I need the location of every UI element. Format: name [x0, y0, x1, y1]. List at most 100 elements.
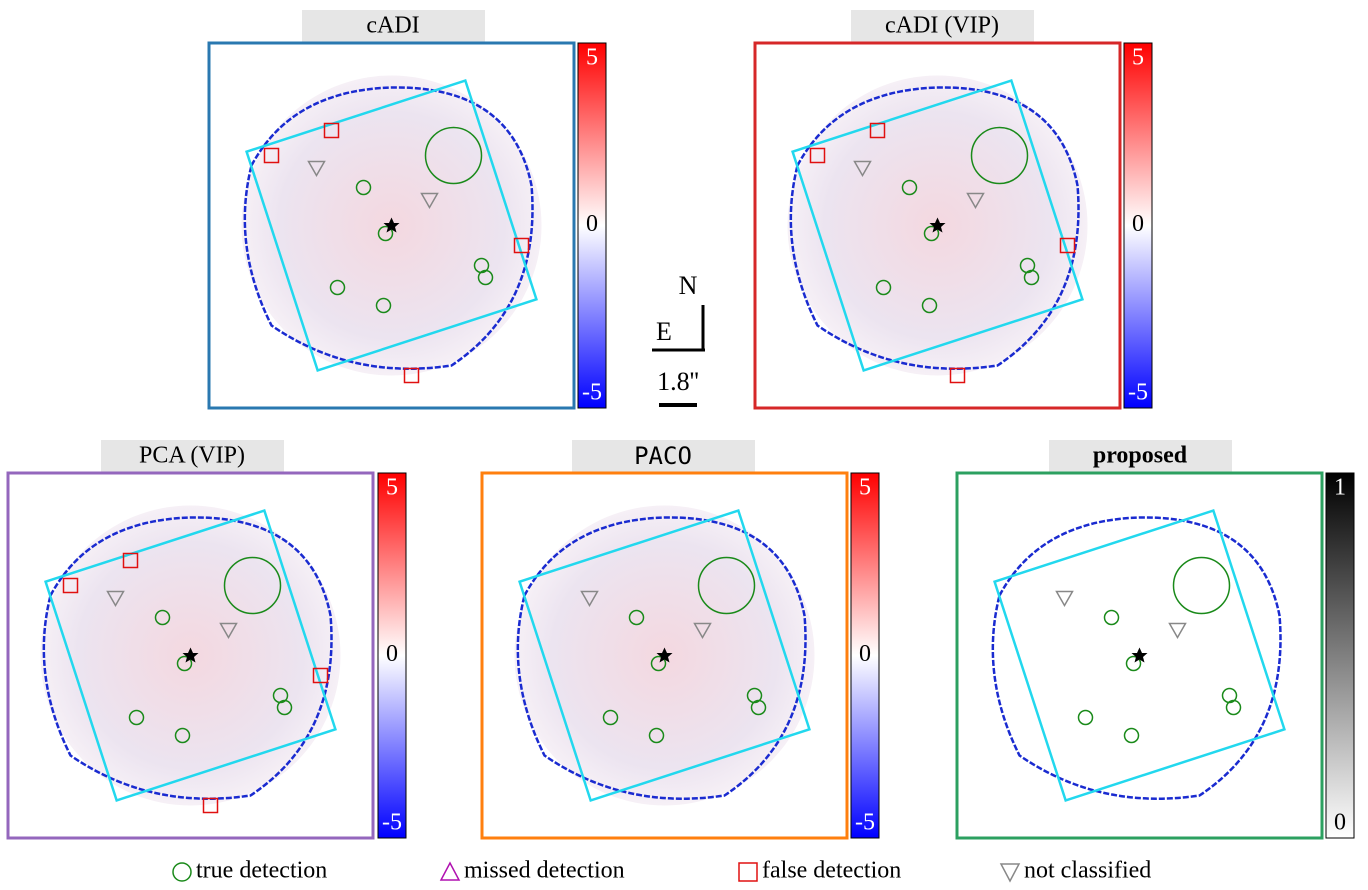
panel-title: proposed: [1093, 443, 1188, 469]
star: [656, 647, 673, 663]
panel-frame: [955, 471, 1324, 840]
star: [929, 217, 946, 233]
colorbar-label: 0: [386, 641, 398, 667]
title-box: [572, 440, 755, 472]
false-detection: [312, 667, 329, 684]
not-classified: [580, 590, 599, 608]
panel-title: PACO: [634, 442, 692, 470]
panel-frame: [207, 41, 576, 410]
true-detection: [875, 279, 892, 296]
panel: cADI (VIP) 5 0 -5: [753, 10, 1153, 410]
title-box: [851, 10, 1034, 42]
true-detection: [901, 179, 918, 196]
panel-title: PCA (VIP): [139, 443, 245, 469]
field-box: [44, 509, 337, 802]
not-classified: [106, 590, 125, 608]
true-detection: [1172, 556, 1231, 615]
true-detection: [276, 699, 293, 716]
star: [1131, 647, 1148, 663]
panel-title: cADI: [366, 13, 419, 39]
compass-north: N: [679, 271, 698, 300]
field-outline: [243, 86, 534, 370]
false-detection: [809, 147, 826, 164]
true-detection: [1023, 269, 1040, 286]
compass: N E 1.8'': [652, 271, 705, 407]
true-detection: [329, 279, 346, 296]
colorbar-label: 0: [1132, 211, 1144, 237]
colorbar: [577, 42, 607, 409]
title-box: [101, 440, 284, 472]
true-detection: [1123, 727, 1140, 744]
legend-symbol: [439, 861, 461, 881]
true-detection: [628, 609, 645, 626]
field-box: [518, 509, 811, 802]
true-detection: [223, 556, 282, 615]
not-classified: [219, 622, 238, 640]
true-detection: [921, 297, 938, 314]
star: [383, 217, 400, 233]
true-detection: [477, 269, 494, 286]
field-box: [993, 509, 1286, 802]
colorbar: [850, 472, 880, 839]
colorbar-label: 5: [859, 475, 871, 501]
true-detection: [377, 225, 394, 242]
not-classified: [307, 160, 326, 178]
true-detection: [174, 727, 191, 744]
legend-label: not classified: [1024, 858, 1151, 884]
true-detection: [602, 709, 619, 726]
colorbar: [1123, 42, 1153, 409]
colorbar-label: 0: [859, 641, 871, 667]
true-detection: [970, 126, 1029, 185]
false-detection: [263, 147, 280, 164]
true-detection: [375, 297, 392, 314]
title-box: [302, 10, 485, 42]
true-detection: [650, 655, 667, 672]
colorbar-label: 5: [386, 475, 398, 501]
colorbar: [377, 472, 407, 839]
title-box: [1049, 440, 1232, 472]
panel-title: cADI (VIP): [885, 13, 999, 39]
legend-label: missed detection: [464, 858, 625, 884]
legend-label: true detection: [196, 858, 327, 884]
legend-symbol: [172, 862, 192, 882]
colorbar-label: -5: [382, 810, 402, 836]
false-detection: [869, 122, 886, 139]
scale-label: 1.8'': [657, 367, 699, 396]
true-detection: [176, 655, 193, 672]
panel-frame: [480, 471, 849, 840]
legend-symbol: [738, 862, 758, 882]
legend-symbol: [999, 863, 1021, 883]
panel: cADI 5 0 -5: [207, 10, 607, 410]
field-box: [245, 79, 538, 372]
legend-label: false detection: [762, 858, 901, 884]
field-outline: [789, 86, 1080, 370]
field-outline: [42, 516, 333, 800]
true-detection: [154, 609, 171, 626]
colorbar-label: -5: [855, 810, 875, 836]
false-detection: [62, 577, 79, 594]
true-detection: [923, 225, 940, 242]
true-detection: [697, 556, 756, 615]
true-detection: [1103, 609, 1120, 626]
field-outline: [991, 516, 1282, 800]
field-box: [791, 79, 1084, 372]
false-detection: [949, 367, 966, 384]
false-detection: [122, 552, 139, 569]
false-detection: [202, 797, 219, 814]
true-detection: [1125, 655, 1142, 672]
not-classified: [693, 622, 712, 640]
true-detection: [750, 699, 767, 716]
panel: proposed 1 0: [955, 440, 1355, 840]
false-detection: [403, 367, 420, 384]
false-detection: [323, 122, 340, 139]
not-classified: [1055, 590, 1074, 608]
colorbar-label: 5: [1132, 45, 1144, 71]
colorbar-label: 1: [1334, 475, 1346, 501]
colorbar: [1325, 472, 1355, 839]
colorbar-label: -5: [582, 380, 602, 406]
colorbar-label: -5: [1128, 380, 1148, 406]
true-detection: [648, 727, 665, 744]
true-detection: [424, 126, 483, 185]
compass-east: E: [656, 317, 672, 346]
